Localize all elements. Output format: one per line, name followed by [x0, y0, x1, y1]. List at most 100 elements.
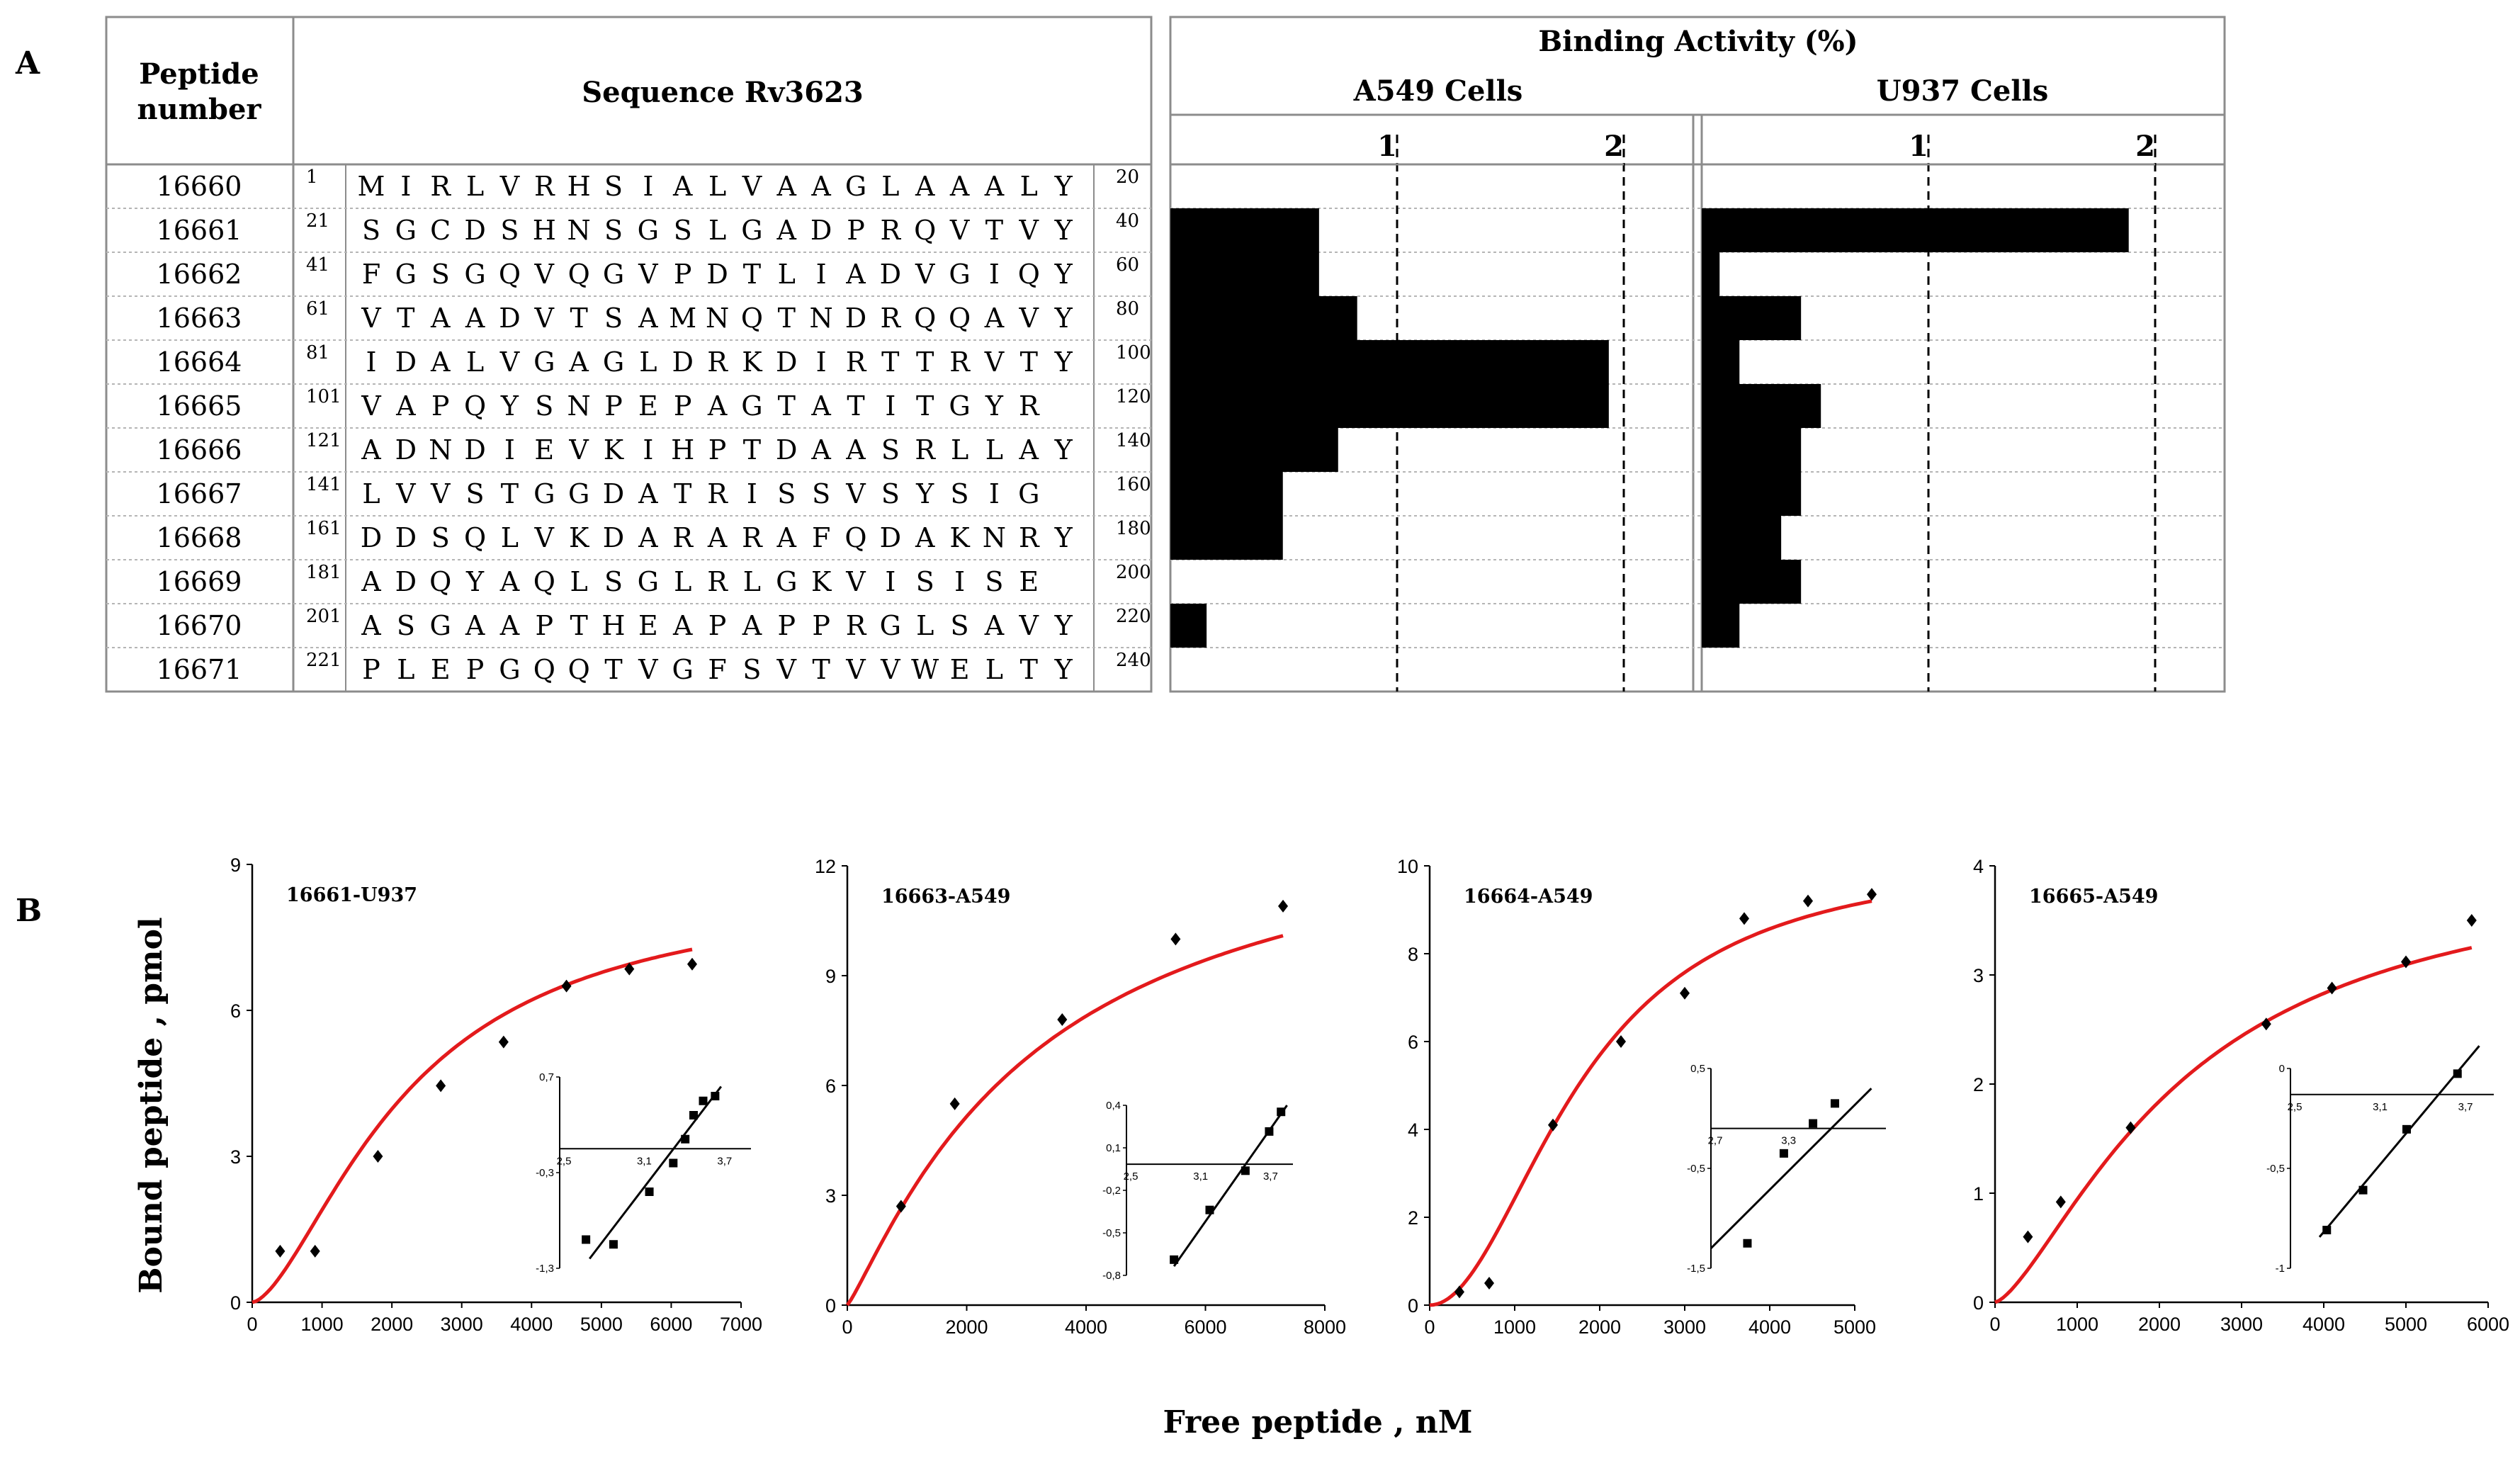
residue-letter: P [535, 610, 553, 641]
residue-letter: L [881, 171, 899, 202]
binding-chart: 0 1000 2000 3000 4000 5000 6000 0 1 2 3 4 16665-A549… [1973, 856, 2509, 1335]
y-tick-label: 2 [1408, 1207, 1418, 1229]
residue-letter: P [708, 610, 727, 641]
inset-data-point [582, 1235, 591, 1244]
residue-letter: T [985, 215, 1003, 246]
inset-x-tick: 3,7 [717, 1155, 732, 1167]
residue-letter: L [466, 171, 484, 202]
residue-letter: T [916, 346, 934, 378]
a549-bar [1170, 208, 1319, 252]
data-point [2261, 1017, 2271, 1031]
peptide-header-line2: number [137, 93, 262, 126]
data-point [436, 1079, 446, 1093]
residue-letter: A [465, 303, 485, 334]
data-point [561, 979, 572, 993]
inset-x-tick: 2,5 [1124, 1171, 1138, 1183]
x-tick-label: 5000 [1834, 1316, 1876, 1338]
residue-letter: D [395, 566, 417, 597]
x-tick-label: 2000 [2138, 1314, 2181, 1335]
residue-letter: A [638, 478, 658, 509]
peptide-number: 16669 [157, 566, 242, 597]
inset-data-point [1170, 1255, 1179, 1264]
u937-bar [1702, 252, 1720, 296]
x-tick-label: 1000 [2056, 1314, 2098, 1335]
residue-letter: V [949, 215, 970, 246]
residue-letter: D [603, 478, 624, 509]
residue-letter: G [741, 390, 762, 422]
x-tick-label: 3000 [1663, 1316, 1706, 1338]
residue-letter: W [911, 654, 939, 685]
a549-header: A549 Cells [1353, 74, 1523, 108]
residue-letter: E [950, 654, 970, 685]
data-point [1170, 932, 1181, 946]
residue-letter: R [707, 346, 728, 378]
inset-x-tick: 3,7 [2458, 1101, 2473, 1113]
data-point [2401, 955, 2411, 969]
residue-letter: D [603, 522, 624, 553]
hill-plot-inset: 0,4 0,1 -0,2 -0,5 -0,8 2,5 3,1 3,7 [1102, 1100, 1293, 1282]
sequence-table: Peptide number Sequence Rv3623 16660 1 M I R… [105, 16, 1153, 693]
inset-x-tick: 3,1 [1193, 1171, 1208, 1183]
u937-bar [1702, 428, 1802, 472]
u937-header: U937 Cells [1877, 74, 2049, 108]
residue-letter: R [846, 610, 867, 641]
fit-curve [252, 947, 693, 1304]
a549-bar [1170, 340, 1609, 384]
residue-letter: V [1019, 610, 1039, 641]
data-point [624, 962, 635, 976]
data-point [895, 1200, 906, 1213]
inset-data-point [609, 1240, 618, 1249]
residue-letter: V [845, 654, 866, 685]
residue-letter: Y [915, 478, 934, 509]
residue-letter: V [638, 259, 658, 290]
residue-letter: Q [1018, 259, 1040, 290]
residue-letter: P [674, 259, 692, 290]
x-tick-label: 6000 [2467, 1314, 2509, 1335]
residue-letter: S [916, 566, 934, 597]
residue-letter: V [568, 434, 589, 466]
residue-letter: I [643, 434, 653, 466]
sequence-end: 200 [1116, 562, 1151, 583]
residue-letter: Y [500, 390, 519, 422]
peptide-number: 16661 [157, 215, 242, 246]
residue-letter: S [604, 303, 623, 334]
residue-letter: V [534, 259, 555, 290]
residue-letter: I [747, 478, 757, 509]
residue-letter: S [985, 566, 1003, 597]
data-point [1867, 888, 1877, 901]
residue-letter: Y [1054, 259, 1073, 290]
y-tick-label: 6 [230, 1000, 241, 1022]
inset-data-point [1265, 1127, 1274, 1136]
residue-letter: S [777, 478, 796, 509]
binding-activity-header: Binding Activity (%) [1538, 25, 1858, 58]
data-point [1616, 1035, 1626, 1048]
residue-letter: D [464, 434, 485, 466]
residue-letter: G [499, 654, 520, 685]
inset-y-tick: -0,5 [2266, 1163, 2285, 1175]
y-axis-title: Bound peptide , pmol [133, 917, 169, 1293]
residue-letter: E [431, 654, 451, 685]
data-point [310, 1244, 320, 1258]
residue-letter: A [361, 566, 381, 597]
y-tick-label: 8 [1408, 944, 1418, 965]
inset-fit-line [588, 1085, 723, 1260]
inset-data-point [1779, 1149, 1788, 1158]
residue-letter: A [568, 346, 589, 378]
residue-letter: S [500, 215, 519, 246]
residue-letter: D [395, 522, 417, 553]
residue-letter: T [916, 390, 934, 422]
residue-letter: V [499, 171, 520, 202]
residue-letter: Y [1054, 215, 1073, 246]
scale-label: 2 [1604, 130, 1624, 163]
residue-letter: Q [844, 522, 866, 553]
inset-x-tick: 3,1 [2373, 1101, 2388, 1113]
data-point [498, 1035, 509, 1049]
residue-letter: L [501, 522, 519, 553]
residue-letter: G [949, 259, 970, 290]
x-tick-label: 6000 [1184, 1316, 1226, 1338]
residue-letter: A [949, 171, 970, 202]
y-tick-label: 9 [825, 966, 836, 987]
residue-letter: L [985, 654, 1003, 685]
residue-letter: D [776, 434, 797, 466]
residue-letter: D [810, 215, 832, 246]
